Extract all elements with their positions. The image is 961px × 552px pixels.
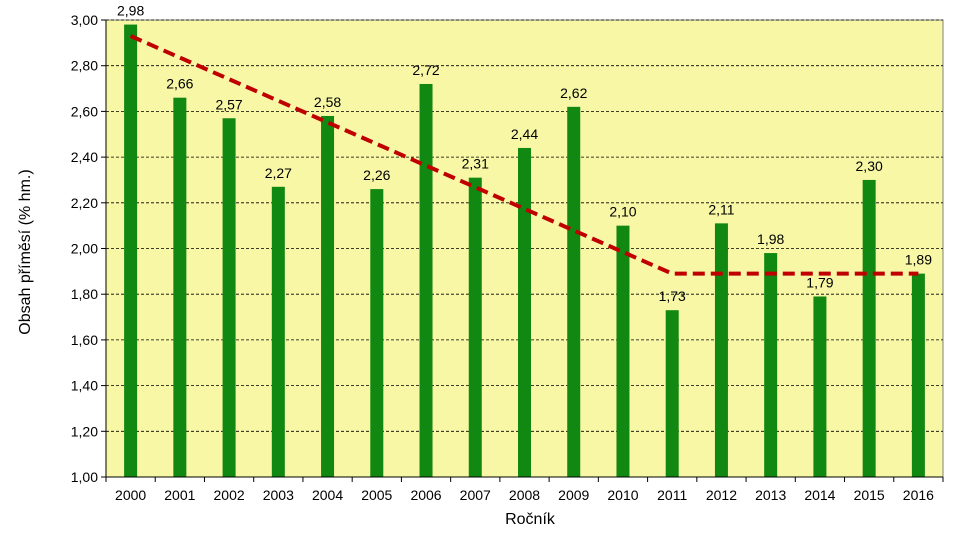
data-label: 2,98 xyxy=(117,3,144,19)
bar xyxy=(714,223,728,477)
y-tick-label: 2,80 xyxy=(71,58,98,74)
x-tick-label: 2009 xyxy=(558,487,589,503)
data-label: 2,66 xyxy=(166,76,193,92)
data-label: 2,11 xyxy=(708,201,734,217)
data-label: 2,31 xyxy=(462,156,489,172)
x-tick-label: 2001 xyxy=(164,487,195,503)
bar xyxy=(813,296,827,477)
x-tick-label: 2013 xyxy=(755,487,786,503)
data-label: 2,62 xyxy=(560,85,587,101)
grid-lines xyxy=(106,19,943,432)
x-tick-label: 2014 xyxy=(804,487,835,503)
bar xyxy=(173,97,187,477)
data-label: 2,72 xyxy=(412,62,439,78)
bar xyxy=(764,253,778,477)
x-tick-label: 2010 xyxy=(607,487,638,503)
data-label: 2,30 xyxy=(856,158,883,174)
bar xyxy=(911,273,925,477)
y-axis-ticks: 1,00 1,20 1,40 1,60 1,80 2,00 2,20 2,40 2,60 2,80… xyxy=(71,12,943,485)
x-tick-label: 2003 xyxy=(263,487,294,503)
x-tick-label: 2012 xyxy=(706,487,737,503)
bar xyxy=(124,24,138,477)
bars xyxy=(124,24,925,478)
bar xyxy=(665,310,679,477)
data-label: 1,79 xyxy=(806,274,833,290)
x-tick-label: 2000 xyxy=(115,487,146,503)
data-label: 1,89 xyxy=(905,252,932,268)
y-tick-label: 1,00 xyxy=(71,469,98,485)
bar xyxy=(321,115,335,477)
bar xyxy=(862,179,876,477)
y-tick-label: 2,40 xyxy=(71,149,98,165)
bar xyxy=(616,225,630,477)
bar xyxy=(518,147,531,477)
y-tick-label: 2,00 xyxy=(71,241,98,257)
x-axis-ticks: 2000 2001 2002 2003 2004 2005 2006 2007 2008 2009… xyxy=(105,477,944,503)
y-tick-label: 1,20 xyxy=(71,423,98,439)
x-tick-label: 2011 xyxy=(657,487,687,503)
bar xyxy=(419,83,433,477)
bar xyxy=(271,186,285,477)
data-label: 2,27 xyxy=(265,165,292,181)
data-labels: 2,98 2,66 2,57 2,27 2,58 2,26 2,72 2,31 2,44 2,62… xyxy=(117,3,932,305)
x-tick-label: 2004 xyxy=(312,487,343,503)
y-tick-label: 1,60 xyxy=(71,332,98,348)
x-tick-label: 2006 xyxy=(410,487,441,503)
y-axis-title: Obsah příměsí (% hm.) xyxy=(17,169,34,334)
data-label: 1,98 xyxy=(757,231,784,247)
bar xyxy=(468,177,482,478)
x-tick-label: 2007 xyxy=(460,487,491,503)
bar xyxy=(222,118,236,477)
y-tick-label: 2,60 xyxy=(71,103,98,119)
bar xyxy=(567,106,581,477)
x-tick-label: 2016 xyxy=(903,487,934,503)
x-tick-label: 2002 xyxy=(214,487,245,503)
data-label: 2,10 xyxy=(609,204,636,220)
bar xyxy=(370,189,384,477)
y-tick-label: 2,20 xyxy=(71,195,98,211)
data-label: 2,57 xyxy=(215,96,242,112)
x-tick-label: 2008 xyxy=(509,487,540,503)
y-tick-label: 1,80 xyxy=(71,286,98,302)
data-label: 2,26 xyxy=(363,167,390,183)
x-axis-title: Ročník xyxy=(505,511,556,528)
data-label: 2,44 xyxy=(511,126,538,142)
y-tick-label: 1,40 xyxy=(71,378,98,394)
y-tick-label: 3,00 xyxy=(71,12,98,28)
x-tick-label: 2015 xyxy=(854,487,885,503)
data-label: 1,73 xyxy=(659,288,686,304)
data-label: 2,58 xyxy=(314,94,341,110)
x-tick-label: 2005 xyxy=(361,487,392,503)
